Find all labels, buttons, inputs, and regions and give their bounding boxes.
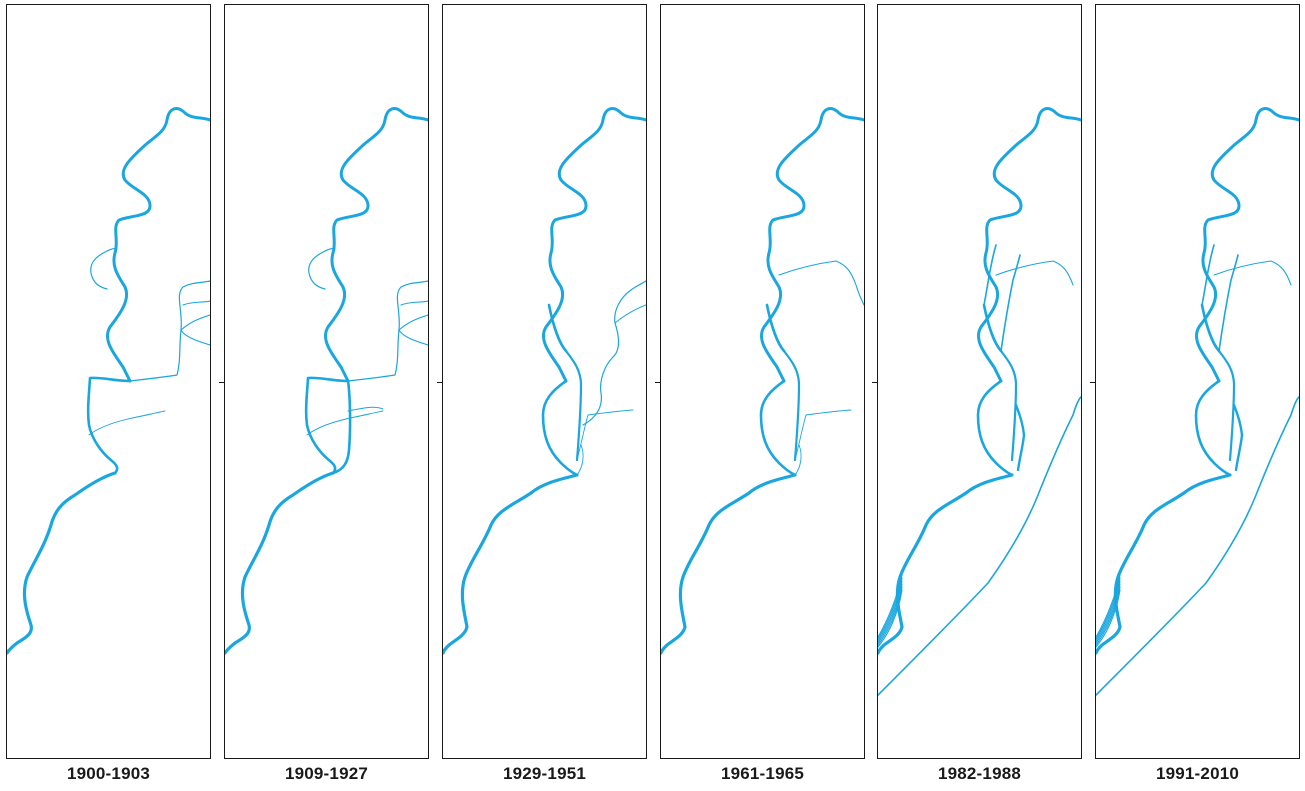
tributary-channel	[1214, 261, 1291, 285]
map-panel	[1095, 4, 1300, 759]
cutoff-channel	[1219, 255, 1238, 351]
frame-tick	[219, 382, 224, 383]
realigned-channel	[784, 351, 799, 460]
realigned-channel	[1219, 351, 1234, 460]
tributary-channel	[183, 301, 210, 305]
frame-tick	[1090, 382, 1095, 383]
frame-tick	[655, 382, 660, 383]
river-channel-map	[661, 5, 864, 758]
meander-loop-channel	[306, 378, 348, 473]
main-channel-lower	[1096, 475, 1230, 653]
side-channel	[89, 411, 165, 435]
tributary-channel	[401, 301, 428, 305]
cutoff-channel	[1001, 255, 1020, 351]
tributary-channel	[583, 281, 646, 425]
frame-tick	[437, 382, 442, 383]
river-channel-map	[7, 5, 210, 758]
map-panel	[877, 4, 1082, 759]
map-panel	[6, 4, 211, 759]
main-channel-lower	[661, 475, 795, 653]
realigned-channel	[566, 351, 581, 460]
oxbow-channel	[309, 251, 325, 289]
groyne-channel	[1234, 405, 1242, 435]
embankment-line	[1096, 397, 1299, 695]
groyne-channel	[1236, 435, 1242, 470]
period-label: 1982-1988	[877, 764, 1082, 784]
embankment-line	[878, 397, 1081, 695]
tributary-channel	[130, 281, 210, 381]
map-panel	[660, 4, 865, 759]
river-channel-map	[443, 5, 646, 758]
period-label: 1909-1927	[224, 764, 429, 784]
river-channel-map	[225, 5, 428, 758]
realigned-channel	[1001, 351, 1016, 460]
frame-tick	[872, 382, 877, 383]
tributary-channel	[399, 315, 428, 330]
cutoff-channel	[333, 381, 350, 473]
side-channel	[577, 410, 633, 460]
tributary-channel	[348, 281, 428, 381]
realigned-channel	[1196, 381, 1230, 475]
side-channel	[795, 410, 851, 460]
tributary-channel	[615, 305, 646, 323]
period-label: 1961-1965	[660, 764, 865, 784]
tributary-channel	[181, 315, 210, 330]
realigned-channel	[761, 381, 795, 475]
map-panel	[224, 4, 429, 759]
side-channel	[307, 411, 383, 435]
tributary-channel	[181, 330, 210, 345]
main-channel-lower	[443, 475, 577, 653]
meander-loop-channel	[88, 378, 130, 473]
period-label: 1900-1903	[6, 764, 211, 784]
river-channel-map	[878, 5, 1081, 758]
map-panel	[442, 4, 647, 759]
period-label: 1929-1951	[442, 764, 647, 784]
main-channel-lower	[878, 475, 1012, 653]
tributary-channel	[996, 261, 1073, 285]
side-channel	[348, 407, 383, 411]
tributary-channel	[779, 261, 864, 305]
main-channel-lower	[7, 473, 115, 653]
groyne-channel	[1016, 405, 1024, 435]
river-channel-map	[1096, 5, 1299, 758]
realigned-channel	[978, 381, 1012, 475]
realigned-channel	[543, 381, 577, 475]
tributary-channel	[399, 330, 428, 345]
period-label: 1991-2010	[1095, 764, 1300, 784]
groyne-channel	[1018, 435, 1024, 470]
main-channel-lower	[225, 473, 333, 653]
oxbow-channel	[91, 251, 107, 289]
